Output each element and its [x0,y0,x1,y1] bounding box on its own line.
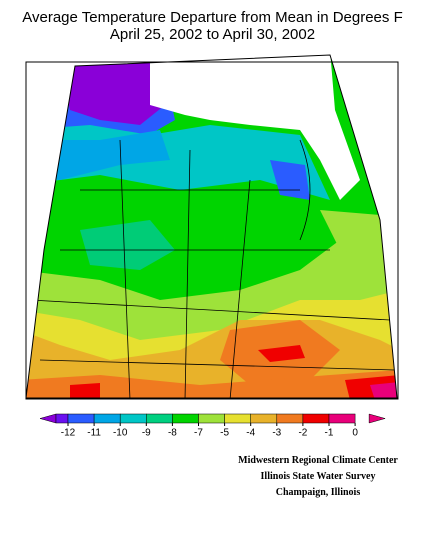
color-bar-segment [276,413,304,424]
color-bar-segment [250,413,278,424]
title: Average Temperature Departure from Mean … [22,9,403,26]
color-bar-segment [146,413,173,424]
color-bar-label: -2 [298,428,307,439]
color-bar-segment [67,413,95,424]
color-bar-segment [198,413,225,424]
color-bar-label: -8 [168,428,177,439]
color-bar-label: -12 [61,428,76,439]
color-bar: -12 -11 -10 -9 -8 -7 -5 -4 -3 -2 -1 0 [39,413,387,439]
subtitle: April 25, 2002 to April 30, 2002 [109,26,316,43]
color-bar-segment [93,413,121,424]
color-bar-label: -9 [142,428,151,439]
color-bar-label: -3 [272,428,281,439]
color-bar-segment [55,413,69,424]
color-bar-label: 0 [352,428,358,439]
color-bar-label: -10 [113,428,128,439]
color-bar-label: -1 [325,428,334,439]
color-bar-arrow [39,413,57,424]
color-bar-segment [172,413,199,424]
temperature-map [26,55,397,398]
color-bar-segment [119,413,147,424]
color-bar-segment [224,413,251,424]
credit-line: Champaign, Illinois [275,487,361,498]
color-bar-label: -11 [87,428,101,439]
color-bar-label: -4 [246,428,255,439]
color-bar-segment [328,413,356,424]
color-bar-label: -5 [220,428,229,439]
color-bar-label: -7 [194,428,203,439]
credit-line: Illinois State Water Survey [260,471,376,482]
credit-line: Midwestern Regional Climate Center [238,455,398,466]
color-bar-segment [302,413,330,424]
color-bar-arrow [368,413,387,424]
